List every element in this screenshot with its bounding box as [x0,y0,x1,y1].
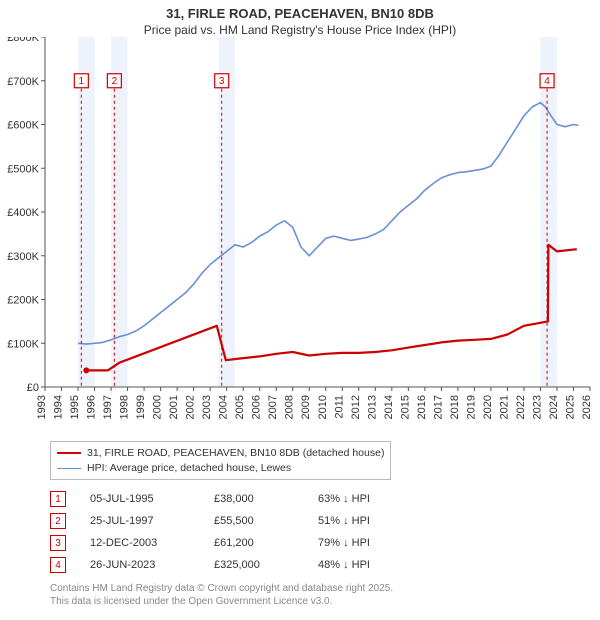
svg-text:2007: 2007 [267,395,279,419]
svg-text:1998: 1998 [119,395,131,419]
chart-title: 31, FIRLE ROAD, PEACEHAVEN, BN10 8DB [0,6,600,21]
svg-text:1: 1 [79,76,85,87]
sale-diff: 79% ↓ HPI [318,537,418,549]
svg-text:2019: 2019 [465,395,477,419]
svg-text:2002: 2002 [185,395,197,419]
svg-text:2004: 2004 [218,395,230,419]
sale-marker: 1 [50,491,66,507]
sale-date: 25-JUL-1997 [90,515,190,527]
table-row: 2 25-JUL-1997 £55,500 51% ↓ HPI [50,510,580,532]
svg-text:4: 4 [544,76,550,87]
svg-text:2016: 2016 [416,395,428,419]
svg-text:2005: 2005 [234,395,246,419]
legend-item: HPI: Average price, detached house, Lewe… [57,461,384,476]
svg-text:2026: 2026 [581,395,593,419]
svg-text:1996: 1996 [86,395,98,419]
sale-date: 05-JUL-1995 [90,493,190,505]
svg-text:£200K: £200K [7,295,39,307]
svg-text:2018: 2018 [449,395,461,419]
svg-text:2024: 2024 [548,395,560,419]
legend-label: 31, FIRLE ROAD, PEACEHAVEN, BN10 8DB (de… [87,446,384,461]
svg-text:2003: 2003 [201,395,213,419]
chart-container: 31, FIRLE ROAD, PEACEHAVEN, BN10 8DB Pri… [0,0,600,608]
footnote-line: This data is licensed under the Open Gov… [50,595,580,608]
svg-text:£300K: £300K [7,251,39,263]
svg-text:1995: 1995 [69,395,81,419]
chart-subtitle: Price paid vs. HM Land Registry's House … [0,23,600,37]
legend-label: HPI: Average price, detached house, Lewe… [87,461,291,476]
svg-text:3: 3 [219,76,225,87]
svg-text:2010: 2010 [317,395,329,419]
svg-text:2: 2 [112,76,118,87]
svg-text:2000: 2000 [152,395,164,419]
legend-swatch [57,452,81,454]
sale-marker: 3 [50,535,66,551]
footnote: Contains HM Land Registry data © Crown c… [50,582,580,608]
sale-diff: 63% ↓ HPI [318,493,418,505]
svg-text:1997: 1997 [102,395,114,419]
chart-titles: 31, FIRLE ROAD, PEACEHAVEN, BN10 8DB Pri… [0,0,600,37]
svg-text:1994: 1994 [53,395,65,419]
sale-price: £55,500 [214,515,294,527]
sale-price: £38,000 [214,493,294,505]
svg-text:2015: 2015 [399,395,411,419]
sale-diff: 51% ↓ HPI [318,515,418,527]
svg-text:1999: 1999 [135,395,147,419]
svg-text:2014: 2014 [383,395,395,419]
sale-date: 12-DEC-2003 [90,537,190,549]
svg-text:2021: 2021 [498,395,510,419]
table-row: 4 26-JUN-2023 £325,000 48% ↓ HPI [50,554,580,576]
svg-text:£800K: £800K [7,37,39,44]
svg-text:2022: 2022 [515,395,527,419]
svg-text:1993: 1993 [36,395,48,419]
svg-text:£700K: £700K [7,76,39,88]
legend: 31, FIRLE ROAD, PEACEHAVEN, BN10 8DB (de… [50,441,391,480]
svg-text:£0: £0 [27,382,39,394]
svg-text:2017: 2017 [432,395,444,419]
svg-text:2013: 2013 [366,395,378,419]
legend-item: 31, FIRLE ROAD, PEACEHAVEN, BN10 8DB (de… [57,446,384,461]
legend-swatch [57,468,81,469]
table-row: 1 05-JUL-1995 £38,000 63% ↓ HPI [50,488,580,510]
svg-text:£600K: £600K [7,120,39,132]
svg-text:£400K: £400K [7,207,39,219]
sale-price: £61,200 [214,537,294,549]
sale-marker: 4 [50,557,66,573]
table-row: 3 12-DEC-2003 £61,200 79% ↓ HPI [50,532,580,554]
sale-price: £325,000 [214,559,294,571]
sale-diff: 48% ↓ HPI [318,559,418,571]
sale-marker: 2 [50,513,66,529]
svg-text:2020: 2020 [482,395,494,419]
sale-date: 26-JUN-2023 [90,559,190,571]
price-chart: £0 £100K £200K £300K £400K £500K £600K £700K £80… [0,37,600,437]
svg-text:2023: 2023 [531,395,543,419]
svg-text:2008: 2008 [284,395,296,419]
svg-text:2012: 2012 [350,395,362,419]
svg-text:2011: 2011 [333,395,345,419]
svg-text:2025: 2025 [564,395,576,419]
footnote-line: Contains HM Land Registry data © Crown c… [50,582,580,595]
svg-text:£100K: £100K [7,338,39,350]
svg-text:2001: 2001 [168,395,180,419]
sales-table: 1 05-JUL-1995 £38,000 63% ↓ HPI 2 25-JUL… [50,488,580,576]
svg-text:2006: 2006 [251,395,263,419]
svg-text:£500K: £500K [7,163,39,175]
svg-text:2009: 2009 [300,395,312,419]
